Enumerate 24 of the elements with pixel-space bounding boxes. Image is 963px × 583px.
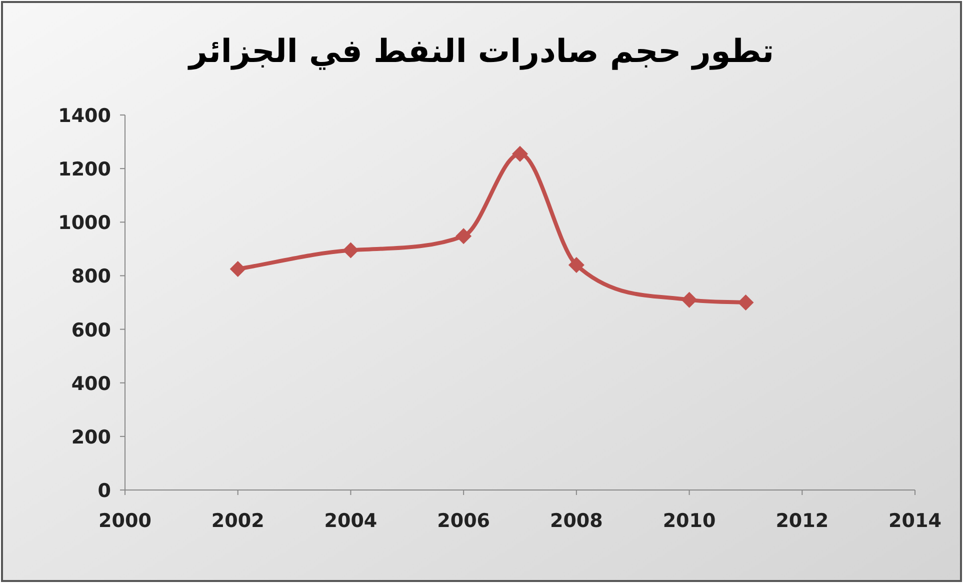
y-tick-label: 800 [71, 266, 111, 288]
x-tick-label: 2012 [776, 510, 829, 532]
y-tick-label: 600 [71, 319, 111, 342]
point [456, 228, 472, 244]
y-tick-label: 1400 [58, 105, 111, 127]
point [512, 146, 528, 162]
x-tick-label: 2006 [437, 510, 490, 532]
y-tick-label: 0 [98, 480, 111, 502]
y-tick-label: 1200 [58, 158, 111, 181]
y-tick-label: 200 [71, 426, 111, 448]
x-tick-label: 2014 [888, 510, 942, 532]
point [681, 292, 698, 308]
point [230, 261, 246, 278]
x-tick-label: 2002 [211, 510, 264, 532]
point [568, 257, 584, 273]
point [738, 294, 754, 310]
x-tick-label: 2010 [662, 510, 716, 532]
y-tick-label: 400 [71, 372, 111, 395]
x-tick-label: 2000 [98, 510, 152, 532]
point [342, 242, 359, 258]
y-tick-label: 1000 [58, 212, 111, 234]
x-tick-label: 2004 [324, 510, 378, 532]
x-tick-label: 2008 [550, 510, 603, 532]
chart-title: تطور حجم صادرات النفط في الجزائر [186, 32, 774, 70]
